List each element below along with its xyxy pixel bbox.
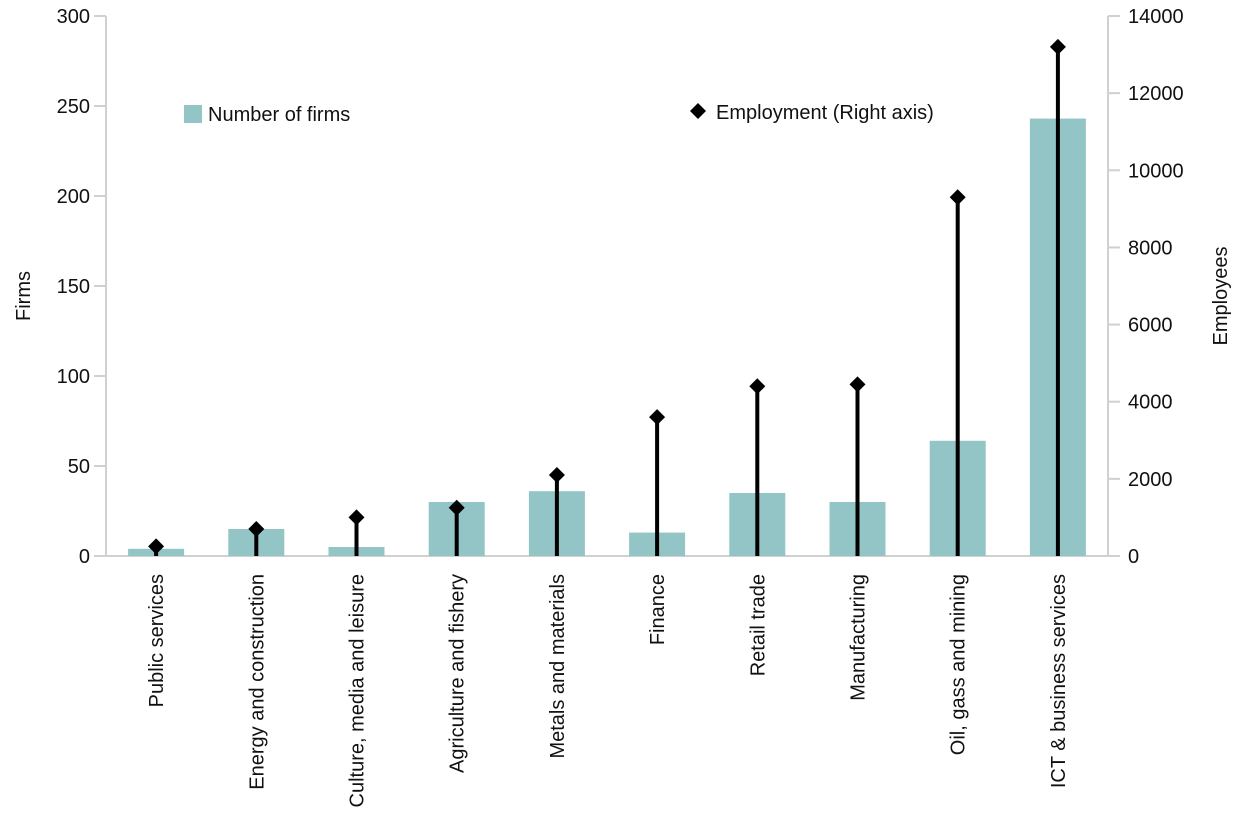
legend: Number of firms Employment (Right axis) xyxy=(184,102,934,126)
employment-marker xyxy=(248,521,265,537)
right-tick-label: 8000 xyxy=(1128,237,1173,259)
category-label: Metals and materials xyxy=(547,574,569,759)
right-tick-label: 14000 xyxy=(1128,6,1184,28)
left-tick-label: 0 xyxy=(79,546,90,568)
left-axis-ticks: 0 50 100 150 200 250 300 xyxy=(57,6,106,568)
category-label: Finance xyxy=(647,574,669,645)
employment-stems xyxy=(154,46,1060,556)
category-label: Agriculture and fishery xyxy=(447,574,469,773)
category-label: ICT & business services xyxy=(1048,574,1070,788)
left-tick-label: 300 xyxy=(57,6,90,28)
employment-markers xyxy=(148,38,1066,555)
employment-marker xyxy=(649,409,666,426)
right-tick-label: 12000 xyxy=(1128,83,1184,105)
employment-marker xyxy=(749,378,766,395)
right-tick-label: 4000 xyxy=(1128,392,1173,414)
employment-marker xyxy=(148,538,165,555)
right-tick-label: 0 xyxy=(1128,546,1139,568)
left-tick-label: 250 xyxy=(57,96,90,118)
employment-marker xyxy=(849,376,866,393)
legend-bar-swatch xyxy=(184,105,202,123)
right-tick-label: 6000 xyxy=(1128,315,1173,337)
left-axis-title: Firms xyxy=(13,271,35,321)
category-label: Manufacturing xyxy=(848,574,870,701)
employment-marker xyxy=(448,499,465,516)
left-tick-label: 150 xyxy=(57,276,90,298)
category-label: Oil, gass and mining xyxy=(948,574,970,755)
legend-diamond-icon xyxy=(690,103,706,119)
legend-employment-label: Employment (Right axis) xyxy=(716,102,934,124)
employment-marker xyxy=(548,467,565,483)
right-tick-label: 10000 xyxy=(1128,160,1184,182)
employment-marker xyxy=(949,189,966,206)
category-label: Public services xyxy=(146,574,168,707)
category-labels: Public services Energy and construction Cu… xyxy=(146,574,1070,807)
left-tick-label: 100 xyxy=(57,366,90,388)
category-label: Energy and construction xyxy=(246,574,268,790)
left-tick-label: 50 xyxy=(68,456,90,478)
employment-marker xyxy=(1049,38,1066,55)
category-label: Retail trade xyxy=(747,574,769,676)
right-tick-label: 2000 xyxy=(1128,469,1173,491)
legend-bar-label: Number of firms xyxy=(208,104,350,126)
category-label: Culture, media and leisure xyxy=(347,574,369,807)
right-axis-ticks: 0 2000 4000 6000 8000 10000 12000 14000 xyxy=(1108,6,1184,568)
left-tick-label: 200 xyxy=(57,186,90,208)
employment-marker xyxy=(348,509,365,526)
right-axis-title: Employees xyxy=(1210,247,1232,346)
bars xyxy=(128,118,1086,556)
